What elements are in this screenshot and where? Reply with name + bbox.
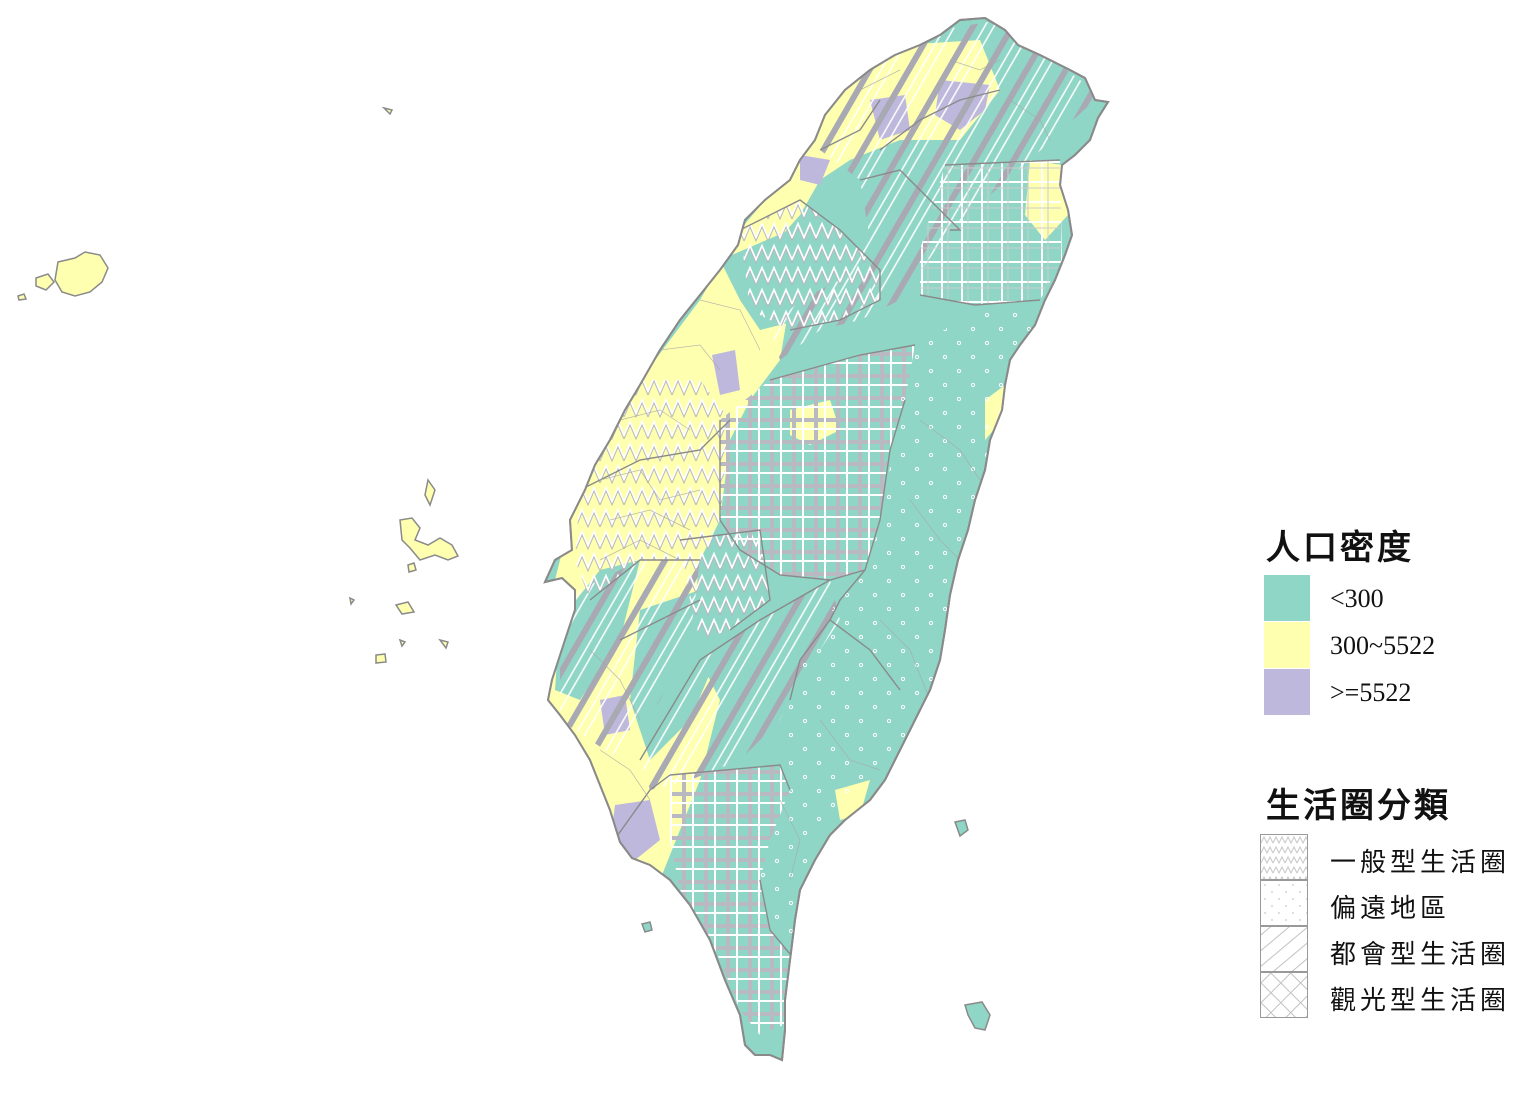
orchid-island bbox=[964, 1001, 991, 1031]
density-label-high: >=5522 bbox=[1330, 678, 1412, 707]
density-label-mid: 300~5522 bbox=[1330, 631, 1436, 660]
green-island bbox=[954, 819, 969, 838]
zone-label-remote: 偏遠地區 bbox=[1330, 894, 1451, 924]
density-legend-title: 人口密度 bbox=[1266, 528, 1414, 568]
density-swatch-low bbox=[1264, 575, 1310, 621]
density-swatch-mid bbox=[1264, 622, 1310, 668]
density-swatch-high bbox=[1264, 669, 1310, 715]
zone-label-general: 一般型生活圈 bbox=[1330, 848, 1511, 878]
density-label-low: <300 bbox=[1330, 584, 1384, 613]
zone-swatch-tourism bbox=[1260, 972, 1308, 1018]
zone-swatch-metropolitan bbox=[1260, 926, 1308, 972]
zone-swatch-general bbox=[1260, 834, 1308, 880]
zone-legend-title: 生活圈分類 bbox=[1266, 786, 1451, 826]
liuqiu-island bbox=[641, 921, 653, 933]
kinmen-islands bbox=[17, 106, 394, 301]
zone-label-metropolitan: 都會型生活圈 bbox=[1330, 940, 1511, 970]
zone-swatch-remote bbox=[1260, 880, 1308, 926]
zone-label-tourism: 觀光型生活圈 bbox=[1330, 986, 1511, 1016]
penghu-islands bbox=[349, 478, 460, 664]
